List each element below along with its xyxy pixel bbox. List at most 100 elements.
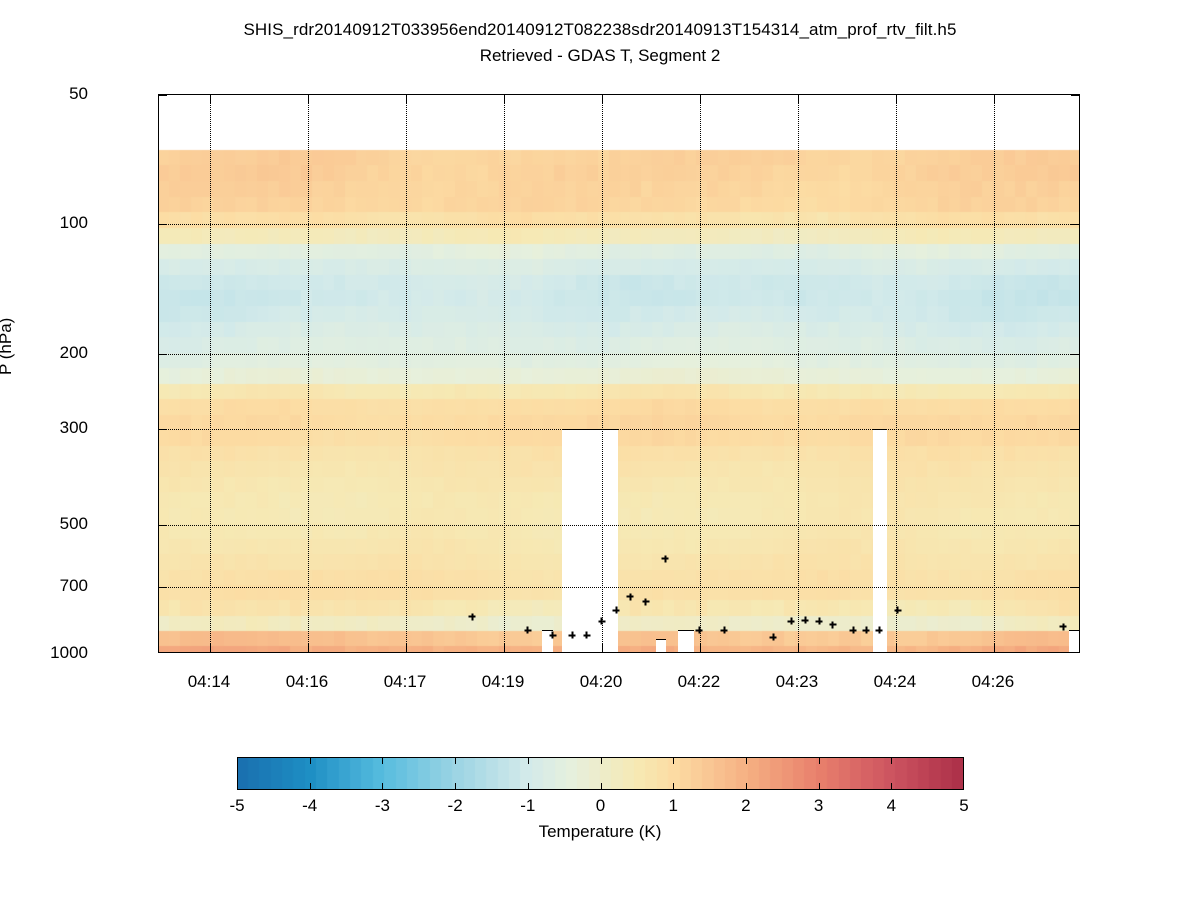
- surface-pressure-marker: [315, 652, 322, 653]
- surface-pressure-marker: [929, 652, 936, 653]
- y-axis-tick: [159, 224, 167, 226]
- surface-pressure-marker: [874, 652, 881, 653]
- surface-pressure-marker: [754, 652, 761, 653]
- colorbar-tick-label: 2: [741, 796, 751, 815]
- surface-pressure-marker: [842, 652, 849, 653]
- colorbar-tick: [527, 757, 529, 764]
- masked-column-cap: [1069, 630, 1079, 632]
- surface-pressure-marker: [1039, 652, 1046, 653]
- surface-pressure-marker: [622, 652, 629, 653]
- colorbar-tick-label: -2: [447, 796, 463, 815]
- surface-pressure-marker: [370, 652, 377, 653]
- masked-column-cap: [656, 639, 667, 641]
- surface-pressure-marker: [962, 652, 969, 653]
- y-axis-tick: [1071, 95, 1079, 96]
- colorbar-tick: [527, 783, 529, 790]
- surface-pressure-marker: [216, 652, 223, 653]
- surface-pressure-marker: [951, 652, 958, 653]
- surface-pressure-marker: [600, 652, 607, 653]
- y-axis-tick-label: 300: [59, 418, 88, 438]
- surface-pressure-marker: [852, 652, 859, 653]
- x-axis-tick-label: 04:24: [873, 672, 917, 691]
- surface-pressure-marker: [381, 652, 388, 653]
- surface-pressure-marker: [523, 652, 530, 653]
- surface-pressure-marker: [918, 652, 925, 653]
- surface-pressure-marker: [1028, 652, 1035, 653]
- x-axis-tick: [699, 95, 701, 104]
- surface-pressure-marker: [809, 652, 816, 653]
- x-gridline: [504, 95, 505, 652]
- surface-pressure-marker: [776, 652, 783, 653]
- surface-pressure-marker: [238, 652, 245, 653]
- surface-pressure-marker: [995, 652, 1002, 653]
- surface-pressure-marker: [501, 652, 508, 653]
- colorbar-tick-label: -1: [520, 796, 536, 815]
- x-gridline: [209, 95, 211, 652]
- surface-pressure-marker: [424, 652, 431, 653]
- x-axis-tick: [699, 643, 701, 652]
- colorbar-tick: [455, 757, 457, 764]
- x-gridline: [699, 95, 701, 652]
- x-axis-tick-label: 04:20: [579, 672, 623, 691]
- page-subtitle: Retrieved - GDAS T, Segment 2: [479, 46, 721, 65]
- y-axis-tick-label: 500: [59, 513, 88, 533]
- heatmap-canvas: [159, 95, 1079, 652]
- masked-column: [541, 630, 553, 652]
- surface-pressure-marker: [798, 652, 805, 653]
- surface-pressure-marker: [885, 652, 892, 653]
- y-axis-tick: [159, 95, 167, 96]
- colorbar-tick-label: 3: [813, 796, 824, 815]
- masked-column: [656, 639, 667, 652]
- masked-column: [1069, 630, 1079, 652]
- colorbar-tick: [309, 757, 311, 764]
- surface-pressure-marker: [611, 652, 618, 653]
- surface-pressure-marker: [644, 652, 651, 653]
- surface-pressure-marker: [732, 652, 739, 653]
- x-axis-tick-label: 04:22: [677, 672, 721, 691]
- surface-pressure-marker: [765, 652, 772, 653]
- x-axis-tick: [602, 643, 604, 652]
- colorbar-tick: [309, 783, 311, 790]
- surface-pressure-marker: [633, 652, 640, 653]
- x-axis-tick-label: 04:23: [775, 672, 819, 691]
- x-axis-tick: [993, 643, 995, 652]
- colorbar-tick: [382, 783, 384, 790]
- y-axis-tick: [159, 524, 167, 526]
- y-gridline: [159, 587, 1079, 589]
- colorbar-tick-label: 5: [959, 796, 969, 815]
- surface-pressure-marker: [973, 652, 980, 653]
- surface-pressure-marker: [907, 652, 914, 653]
- surface-pressure-marker: [534, 652, 541, 653]
- surface-pressure-marker: [183, 652, 190, 653]
- y-gridline: [159, 429, 1079, 431]
- colorbar-tick: [600, 757, 602, 764]
- title-block: SHIS_rdr20140912T033956end20140912T08223…: [0, 18, 1200, 68]
- surface-pressure-marker: [227, 652, 234, 653]
- surface-pressure-marker: [490, 652, 497, 653]
- colorbar: [237, 757, 964, 790]
- y-axis-tick: [1071, 353, 1079, 355]
- surface-pressure-marker: [1050, 652, 1057, 653]
- colorbar-tick: [818, 783, 820, 790]
- x-axis-tick-label: 04:26: [971, 672, 1015, 691]
- colorbar-tick-label: 0: [595, 796, 606, 815]
- x-axis-tick: [602, 95, 604, 104]
- colorbar-tick: [818, 757, 820, 764]
- surface-pressure-marker: [326, 652, 333, 653]
- surface-pressure-marker: [172, 652, 179, 653]
- x-gridline: [602, 95, 604, 652]
- colorbar-tick-label: 4: [886, 796, 897, 815]
- x-axis-tick-label: 04:17: [383, 672, 427, 691]
- y-axis-tick-label: 100: [59, 213, 88, 233]
- surface-pressure-marker: [194, 652, 201, 653]
- surface-pressure-marker: [710, 652, 717, 653]
- masked-column-cap: [541, 630, 553, 632]
- heatmap-plot-area: [158, 94, 1080, 653]
- x-axis-tick: [504, 95, 505, 104]
- colorbar-tick: [891, 783, 893, 790]
- colorbar-tick: [745, 783, 747, 790]
- y-axis-tick: [1071, 224, 1079, 226]
- surface-pressure-marker: [863, 652, 870, 653]
- y-axis-tick-label: 700: [59, 576, 88, 596]
- surface-pressure-marker: [666, 652, 673, 653]
